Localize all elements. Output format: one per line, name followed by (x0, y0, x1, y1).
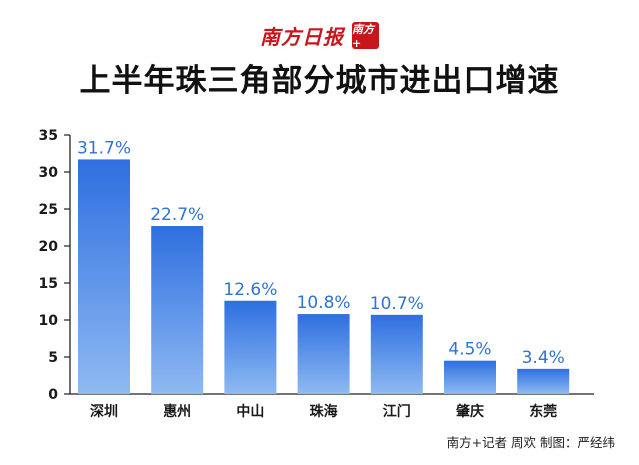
y-tick-label: 20 (39, 239, 59, 255)
y-tick-label: 35 (39, 128, 58, 144)
category-label: 惠州 (163, 403, 191, 420)
bars (78, 159, 570, 394)
bar-value-label: 4.5% (448, 340, 491, 360)
bar-value-label: 3.4% (522, 348, 565, 368)
category-label: 肇庆 (456, 403, 484, 420)
bar (444, 360, 496, 394)
category-label: 中山 (236, 403, 264, 420)
y-tick-label: 15 (39, 276, 58, 292)
category-label: 珠海 (310, 403, 338, 420)
bar (297, 314, 350, 394)
category-label: 江门 (383, 403, 411, 420)
bar (224, 300, 277, 394)
bar (78, 159, 130, 394)
y-tick-label: 10 (39, 313, 59, 329)
masthead-name: 南方日报 (260, 24, 344, 49)
y-tick-label: 25 (39, 202, 58, 218)
category-label: 东莞 (529, 403, 557, 420)
credit-line: 南方+记者 周欢 制图：严经纬 (446, 435, 615, 450)
y-tick-label: 30 (39, 165, 59, 181)
bar-value-label: 31.7% (77, 138, 131, 158)
category-labels: 深圳 惠州 中山 珠海 江门 肇庆 东莞 (90, 403, 557, 420)
y-tick-label: 0 (48, 387, 58, 403)
chart-title: 上半年珠三角部分城市进出口增速 (79, 63, 560, 99)
masthead: 南方日报 南方+ (0, 20, 639, 50)
bar-value-label: 22.7% (150, 205, 204, 225)
masthead-logo: 南方+ (352, 21, 379, 50)
y-axis-ticks: 0 5 10 15 20 25 30 35 (39, 128, 70, 403)
category-label: 深圳 (90, 403, 118, 420)
y-tick-label: 5 (48, 350, 58, 366)
bar (370, 314, 423, 394)
value-labels: 31.7% 22.7% 12.6% 10.8% 10.7% 4.5% 3.4% (77, 138, 565, 367)
bar-value-label: 12.6% (223, 280, 277, 300)
bar-value-label: 10.7% (370, 294, 424, 314)
bar-value-label: 10.8% (297, 293, 351, 313)
bar (151, 226, 204, 394)
bar (517, 368, 570, 394)
